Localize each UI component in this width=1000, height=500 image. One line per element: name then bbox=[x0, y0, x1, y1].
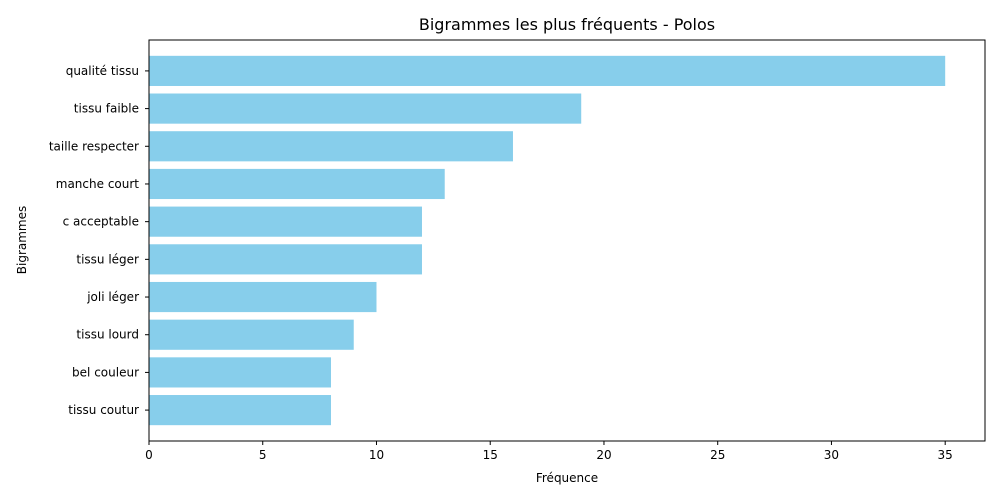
y-tick-label: joli léger bbox=[86, 290, 139, 304]
y-tick-label: tissu coutur bbox=[68, 403, 139, 417]
y-tick-label: bel couleur bbox=[72, 365, 139, 379]
x-tick-label: 30 bbox=[824, 448, 839, 462]
y-tick-label: tissu léger bbox=[76, 252, 139, 266]
x-ticks-group: 0 5 10 15 20 25 30 35 bbox=[145, 441, 953, 462]
chart-title: Bigrammes les plus fréquents - Polos bbox=[419, 15, 715, 34]
y-tick-label: taille respecter bbox=[49, 139, 139, 153]
bar bbox=[149, 244, 422, 275]
y-tick-label: tissu lourd bbox=[76, 328, 139, 342]
y-tick-label: manche court bbox=[56, 177, 140, 191]
bar bbox=[149, 93, 582, 124]
bar bbox=[149, 55, 946, 86]
y-tick-label: qualité tissu bbox=[66, 64, 139, 78]
x-tick-label: 10 bbox=[369, 448, 384, 462]
bar bbox=[149, 395, 331, 426]
y-tick-label: tissu faible bbox=[74, 102, 139, 116]
x-tick-label: 0 bbox=[145, 448, 153, 462]
x-tick-label: 20 bbox=[596, 448, 611, 462]
x-tick-label: 35 bbox=[938, 448, 953, 462]
bar bbox=[149, 319, 354, 350]
bar bbox=[149, 281, 377, 313]
y-ticks-group: qualité tissu tissu faible taille respecte… bbox=[49, 64, 149, 417]
x-tick-label: 15 bbox=[483, 448, 498, 462]
bar bbox=[149, 206, 422, 237]
plot-frame bbox=[148, 39, 986, 442]
bar bbox=[149, 168, 445, 200]
y-tick-label: c acceptable bbox=[63, 215, 139, 229]
y-axis-label: Bigrammes bbox=[15, 206, 29, 274]
bars-group bbox=[149, 55, 946, 426]
bar bbox=[149, 131, 513, 162]
x-tick-label: 25 bbox=[710, 448, 725, 462]
x-tick-label: 5 bbox=[259, 448, 267, 462]
bar bbox=[149, 357, 331, 388]
x-axis-label: Fréquence bbox=[536, 471, 598, 485]
